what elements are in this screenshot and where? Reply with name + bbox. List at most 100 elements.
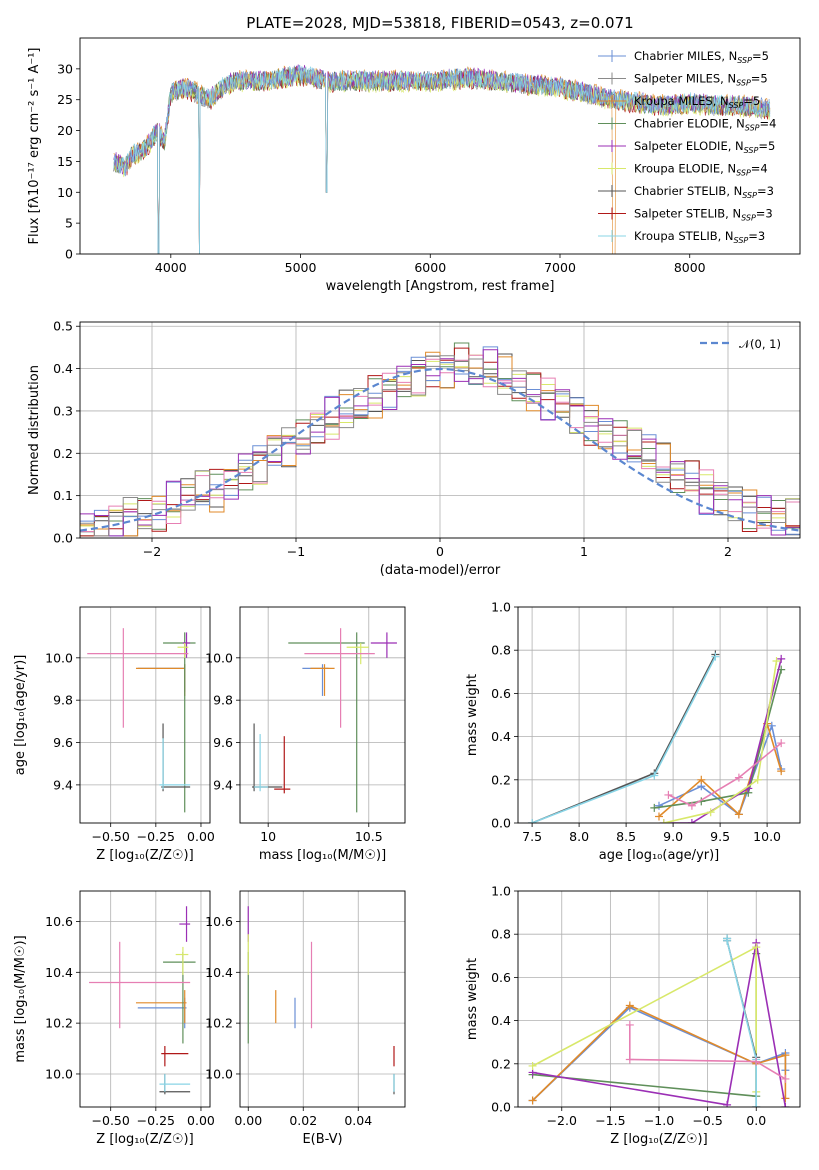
y-tick-label: 0.0 <box>53 531 73 546</box>
legend-label-main: Kroupa ELODIE, N <box>634 162 736 176</box>
legend-label-sub: SSP <box>745 124 760 133</box>
legend-label: Chabrier STELIB, NSSP=3 <box>634 184 774 200</box>
y-tick-label: 0.2 <box>491 1056 511 1071</box>
y-tick-label: 9.4 <box>213 777 233 792</box>
axes-frame <box>79 321 801 539</box>
legend-label-main: Chabrier MILES, N <box>634 49 737 63</box>
y-tick-label: 10.4 <box>205 965 233 980</box>
legend-label-sub: SSP <box>742 191 757 200</box>
weight-marker <box>528 1096 537 1105</box>
weight-marker <box>711 652 720 661</box>
weight-marker <box>706 808 715 817</box>
weight-line-6 <box>531 654 717 823</box>
legend-label: Chabrier ELODIE, NSSP=4 <box>634 117 776 133</box>
y-tick-label: 10.2 <box>45 1016 73 1031</box>
y-tick-label: 0.1 <box>53 488 73 503</box>
legend-label-post: =5 <box>751 72 768 86</box>
x-axis-label: Z [log₁₀(Z/Z☉)] <box>610 1132 707 1147</box>
legend-label-post: =4 <box>751 162 768 176</box>
x-axis-label: Z [log₁₀(Z/Z☉)] <box>96 848 193 863</box>
weight-marker <box>659 819 668 823</box>
weight-marker <box>664 790 673 799</box>
legend-label: Salpeter STELIB, NSSP=3 <box>634 207 773 223</box>
y-tick-label: 10.0 <box>205 1066 233 1081</box>
axes-frame <box>517 890 801 1108</box>
panel-1: −2 −1 0 1 2 0.0 0.1 0.2 0.3 0.4 0.5 (data-model)/er… <box>27 319 801 578</box>
x-tick-label: 8.5 <box>616 829 636 844</box>
panel-3: 10 10.5 9.4 9.6 9.8 10.0 mass [log₁₀(M/M☉)] <box>205 606 406 863</box>
weight-line-5 <box>532 945 757 1092</box>
x-tick-label: 9.5 <box>710 829 730 844</box>
weight-marker <box>781 1074 790 1083</box>
x-axis-label: E(B-V) <box>302 1132 342 1147</box>
legend-label-post: =3 <box>748 229 765 243</box>
legend-label-sub: SSP <box>737 56 752 65</box>
legend-label: Salpeter ELODIE, NSSP=5 <box>634 139 775 155</box>
y-tick-label: 5 <box>65 216 73 231</box>
y-tick-label: 0.4 <box>53 361 73 376</box>
axes-frame <box>79 606 211 824</box>
weight-marker <box>752 1057 761 1066</box>
legend-label-post: =4 <box>760 117 777 131</box>
y-tick-label: 25 <box>57 92 73 107</box>
x-tick-label: −0.50 <box>92 1113 130 1128</box>
y-tick-label: 0.0 <box>491 1100 511 1115</box>
weight-line-9 <box>668 742 782 807</box>
panel-6: 0.00 0.02 0.04 10.0 10.2 10.4 10.6 E(B-V) <box>205 890 406 1147</box>
x-tick-label: −0.5 <box>692 1113 722 1128</box>
legend-label-sub: SSP <box>741 214 756 223</box>
weight-line-9 <box>629 1024 786 1080</box>
y-axis-label: age [log₁₀(age/yr)] <box>13 655 28 776</box>
weight-marker <box>687 801 696 810</box>
weight-marker <box>528 819 537 823</box>
legend-label: Kroupa ELODIE, NSSP=4 <box>634 162 768 178</box>
y-tick-label: 10.2 <box>205 1016 233 1031</box>
y-axis-label: Normed distribution <box>27 365 42 495</box>
weight-marker <box>687 819 696 823</box>
y-tick-label: 10.6 <box>45 914 73 929</box>
weight-marker <box>777 654 786 663</box>
weight-marker <box>777 739 786 748</box>
y-tick-label: 9.8 <box>213 693 233 708</box>
panel-7: −2.0 −1.5 −1.0 −0.5 0.0 0.0 0.2 0.4 0.6 0.8 1.0 Z [… <box>465 884 801 1147</box>
weight-marker <box>528 1061 537 1070</box>
x-tick-label: 8.0 <box>569 829 589 844</box>
legend-label-main: Salpeter ELODIE, N <box>634 139 744 153</box>
weight-marker <box>772 657 781 665</box>
x-tick-label: −1 <box>287 544 305 559</box>
axes-frame <box>79 37 801 255</box>
weight-marker <box>753 775 762 784</box>
x-tick-label: 7000 <box>544 260 576 275</box>
weight-marker <box>697 775 706 784</box>
axes-frame <box>239 606 406 824</box>
y-tick-label: 0.5 <box>53 319 73 334</box>
y-tick-label: 1.0 <box>491 884 511 899</box>
y-tick-label: 9.8 <box>53 693 73 708</box>
weight-marker <box>625 1055 634 1064</box>
weight-marker <box>734 773 743 782</box>
legend-label-post: =5 <box>752 49 769 63</box>
y-tick-label: 10.4 <box>45 965 73 980</box>
y-tick-label: 0.8 <box>491 643 511 658</box>
x-tick-label: 0.04 <box>344 1113 372 1128</box>
legend-label-main: Chabrier STELIB, N <box>634 184 742 198</box>
legend-label-post: =3 <box>757 184 774 198</box>
x-tick-label: 7.5 <box>522 829 542 844</box>
y-tick-label: 0.6 <box>491 970 511 985</box>
weight-marker <box>752 1103 761 1107</box>
legend-label-sub: SSP <box>736 169 751 178</box>
weight-marker <box>752 943 761 952</box>
legend-label: Salpeter MILES, NSSP=5 <box>634 72 768 88</box>
x-tick-label: 6000 <box>414 260 446 275</box>
y-axis-label: mass weight <box>465 958 480 1040</box>
x-tick-label: 0.00 <box>234 1113 262 1128</box>
legend-label-sub: SSP <box>744 146 759 155</box>
legend-label: Kroupa MILES, NSSP=5 <box>634 94 760 110</box>
x-tick-label: −1.5 <box>595 1113 625 1128</box>
panel-0: 4000 5000 6000 7000 8000 0 5 10 15 20 25 30 waveleng… <box>27 14 801 294</box>
y-tick-label: 0.6 <box>491 686 511 701</box>
y-tick-label: 0.8 <box>491 927 511 942</box>
weight-marker <box>767 721 776 730</box>
y-tick-label: 10.0 <box>45 650 73 665</box>
